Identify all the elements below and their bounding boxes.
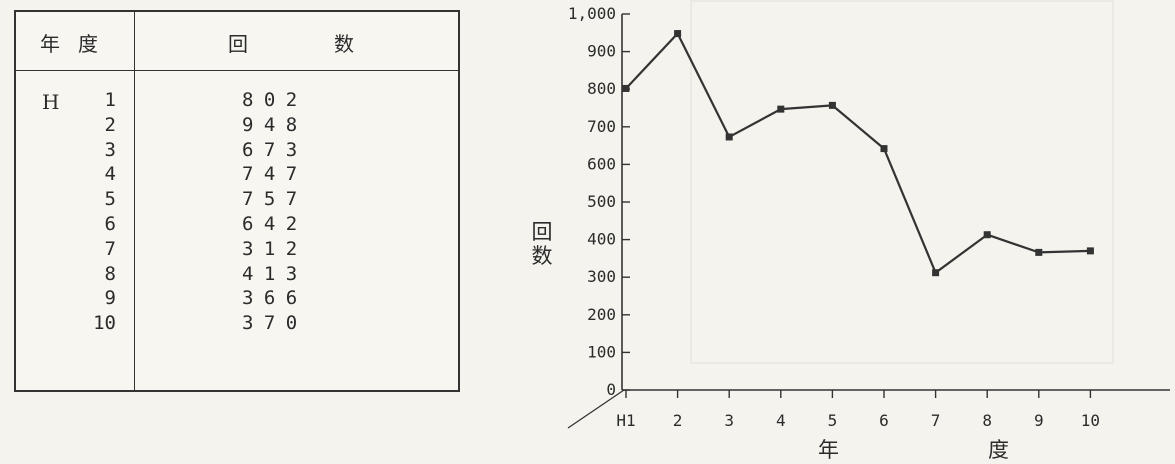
count-cell: 370 [242, 312, 308, 335]
y-tick-label: 0 [606, 380, 616, 399]
data-point [674, 30, 682, 38]
year-cell: 10 [93, 312, 116, 335]
x-tick-label: 5 [828, 411, 838, 430]
y-tick-label: 500 [587, 192, 616, 211]
data-point [828, 101, 836, 109]
data-point [1035, 248, 1043, 256]
count-cell: 757 [242, 188, 308, 211]
y-tick-label: 1,000 [568, 4, 616, 23]
count-cell: 802 [242, 89, 308, 111]
y-tick-label: 300 [587, 267, 616, 286]
data-point [622, 84, 630, 92]
data-point [880, 145, 888, 153]
x-tick-label: 8 [982, 411, 992, 430]
era-label: H [42, 90, 60, 114]
data-point [777, 105, 785, 113]
x-tick-label: 2 [673, 411, 683, 430]
x-tick-label: 10 [1081, 411, 1100, 430]
y-tick-label: 800 [587, 79, 616, 98]
year-cell: 4 [104, 163, 116, 186]
chart-canvas: 0 100 200 300 400 500 600 700 800 900 1,000 H1 2 3 4 5 6… [567, 4, 1170, 430]
x-axis-label-part: 年 [818, 438, 839, 462]
x-tick-label: 7 [931, 411, 941, 430]
year-cell: 8 [104, 262, 116, 285]
year-cell: 5 [104, 188, 116, 211]
table-column-divider [134, 12, 135, 390]
y-tick-label: 100 [587, 342, 616, 361]
x-tick-label: H1 [616, 411, 635, 430]
y-tick-label: 900 [587, 42, 616, 61]
y-tick-label: 700 [587, 117, 616, 136]
x-tick-label: 9 [1034, 411, 1044, 430]
count-cell: 673 [242, 138, 308, 161]
year-cell: 1 [104, 89, 116, 111]
count-cell: 642 [242, 212, 308, 235]
data-point [983, 231, 991, 239]
x-tick-label: 4 [776, 411, 786, 430]
y-tick-label: 600 [587, 154, 616, 173]
data-point [1086, 247, 1094, 255]
x-tick-label: 6 [879, 411, 889, 430]
data-point [725, 133, 733, 141]
count-column: 802 948 673 747 757 642 312 413 366 370 [242, 88, 308, 336]
count-cell: 366 [242, 287, 308, 310]
count-cell: 312 [242, 237, 308, 260]
data-table: 年度 回数 H 1 2 3 4 5 6 7 8 9 10 802 948 673… [14, 10, 460, 392]
x-tick-label: 3 [724, 411, 734, 430]
year-cell: 2 [104, 113, 116, 136]
line-chart: 0 100 200 300 400 500 600 700 800 900 1,000 H1 2 3 4 5 6… [510, 0, 1175, 462]
table-header-divider [16, 70, 458, 71]
background-bleed-through [690, 0, 1114, 364]
y-tick-label: 400 [587, 230, 616, 249]
year-cell: 9 [104, 287, 116, 310]
count-cell: 747 [242, 163, 308, 186]
count-cell: 413 [242, 262, 308, 285]
data-point [932, 269, 940, 277]
year-column: 1 2 3 4 5 6 7 8 9 10 [76, 88, 116, 336]
count-cell: 948 [242, 113, 308, 136]
x-axis-label-part: 度 [988, 438, 1009, 462]
year-cell: 3 [104, 138, 116, 161]
y-tick-label: 200 [587, 305, 616, 324]
year-cell: 6 [104, 212, 116, 235]
header-year: 年度 [40, 32, 116, 56]
year-cell: 7 [104, 237, 116, 260]
header-count: 回数 [228, 32, 440, 56]
x-axis-slant [567, 389, 625, 429]
series-line [625, 32, 1091, 274]
y-axis-label: 回数 [531, 220, 553, 268]
